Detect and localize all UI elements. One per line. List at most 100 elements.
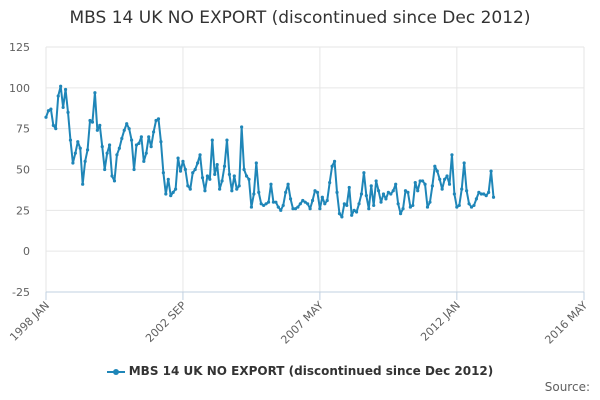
data-point[interactable] xyxy=(183,167,187,172)
data-point[interactable] xyxy=(286,182,290,186)
data-point[interactable] xyxy=(474,197,478,201)
data-point[interactable] xyxy=(73,151,77,155)
data-point[interactable] xyxy=(418,179,422,183)
data-point[interactable] xyxy=(384,197,388,201)
data-point[interactable] xyxy=(215,163,219,167)
data-point[interactable] xyxy=(51,123,55,127)
data-point[interactable] xyxy=(482,192,486,196)
data-point[interactable] xyxy=(200,176,205,180)
data-point[interactable] xyxy=(247,177,251,181)
data-point[interactable] xyxy=(244,174,249,178)
data-point[interactable] xyxy=(372,203,376,208)
data-point[interactable] xyxy=(205,174,209,178)
data-point[interactable] xyxy=(154,118,158,123)
data-point[interactable] xyxy=(210,138,214,142)
data-point[interactable] xyxy=(379,200,383,204)
data-point[interactable] xyxy=(330,164,334,168)
data-point[interactable] xyxy=(56,94,60,98)
data-point[interactable] xyxy=(144,151,148,155)
data-point[interactable] xyxy=(413,180,417,185)
data-point[interactable] xyxy=(342,202,346,206)
data-point[interactable] xyxy=(347,185,351,190)
data-point[interactable] xyxy=(78,146,82,150)
data-point[interactable] xyxy=(115,153,119,157)
data-point[interactable] xyxy=(232,174,236,178)
data-point[interactable] xyxy=(134,143,139,147)
data-point[interactable] xyxy=(225,138,229,142)
data-point[interactable] xyxy=(350,213,354,217)
data-point[interactable] xyxy=(403,189,408,193)
data-point[interactable] xyxy=(357,202,361,206)
data-point[interactable] xyxy=(103,167,107,172)
data-point[interactable] xyxy=(178,169,183,173)
data-point[interactable] xyxy=(83,159,87,163)
data-point[interactable] xyxy=(308,207,312,211)
data-point[interactable] xyxy=(416,189,420,193)
data-point[interactable] xyxy=(142,159,146,163)
data-point[interactable] xyxy=(147,135,151,139)
data-point[interactable] xyxy=(303,200,307,204)
data-point[interactable] xyxy=(100,145,104,149)
data-point[interactable] xyxy=(298,202,302,206)
data-point[interactable] xyxy=(208,177,212,181)
data-point[interactable] xyxy=(359,192,364,196)
data-point[interactable] xyxy=(406,190,410,194)
data-point[interactable] xyxy=(291,207,295,211)
data-point[interactable] xyxy=(249,205,254,209)
data-point[interactable] xyxy=(443,177,447,181)
data-point[interactable] xyxy=(271,200,276,204)
data-point[interactable] xyxy=(188,187,192,191)
data-point[interactable] xyxy=(293,207,298,211)
data-point[interactable] xyxy=(193,167,197,172)
data-point[interactable] xyxy=(264,202,268,206)
data-point[interactable] xyxy=(161,171,165,175)
data-point[interactable] xyxy=(457,203,461,208)
data-point[interactable] xyxy=(254,161,258,165)
data-point[interactable] xyxy=(218,187,222,191)
data-point[interactable] xyxy=(259,202,263,206)
data-point[interactable] xyxy=(266,200,271,204)
data-point[interactable] xyxy=(107,143,112,147)
data-point[interactable] xyxy=(152,130,156,134)
data-point[interactable] xyxy=(306,202,310,206)
data-point[interactable] xyxy=(196,161,200,165)
data-point[interactable] xyxy=(186,184,190,188)
data-point[interactable] xyxy=(411,203,415,208)
data-point[interactable] xyxy=(46,109,51,113)
data-point[interactable] xyxy=(252,192,256,196)
data-point[interactable] xyxy=(394,182,398,186)
data-point[interactable] xyxy=(235,187,239,191)
data-point[interactable] xyxy=(137,141,141,145)
data-point[interactable] xyxy=(95,128,99,132)
data-point[interactable] xyxy=(276,205,280,209)
data-point[interactable] xyxy=(477,190,481,194)
data-point[interactable] xyxy=(421,179,425,183)
data-point[interactable] xyxy=(386,190,390,194)
data-point[interactable] xyxy=(337,212,342,216)
data-point[interactable] xyxy=(242,167,246,172)
data-point[interactable] xyxy=(149,145,153,149)
data-point[interactable] xyxy=(284,190,288,194)
data-point[interactable] xyxy=(59,84,63,88)
data-point[interactable] xyxy=(460,187,464,191)
data-point[interactable] xyxy=(369,184,373,188)
data-point[interactable] xyxy=(122,128,126,132)
data-point[interactable] xyxy=(296,205,300,209)
data-point[interactable] xyxy=(354,210,359,214)
data-point[interactable] xyxy=(164,192,168,196)
data-point[interactable] xyxy=(455,205,459,209)
data-point[interactable] xyxy=(469,205,474,209)
data-point[interactable] xyxy=(49,107,53,111)
data-point[interactable] xyxy=(438,177,442,181)
data-point[interactable] xyxy=(323,202,327,206)
data-point[interactable] xyxy=(408,205,412,209)
data-point[interactable] xyxy=(230,189,234,193)
data-point[interactable] xyxy=(156,117,161,121)
data-point[interactable] xyxy=(237,184,241,188)
data-point[interactable] xyxy=(450,153,454,157)
data-point[interactable] xyxy=(484,194,488,198)
legend[interactable]: MBS 14 UK NO EXPORT (discontinued since … xyxy=(0,364,600,378)
data-point[interactable] xyxy=(105,151,109,155)
data-point[interactable] xyxy=(325,198,329,203)
data-point[interactable] xyxy=(88,118,92,123)
